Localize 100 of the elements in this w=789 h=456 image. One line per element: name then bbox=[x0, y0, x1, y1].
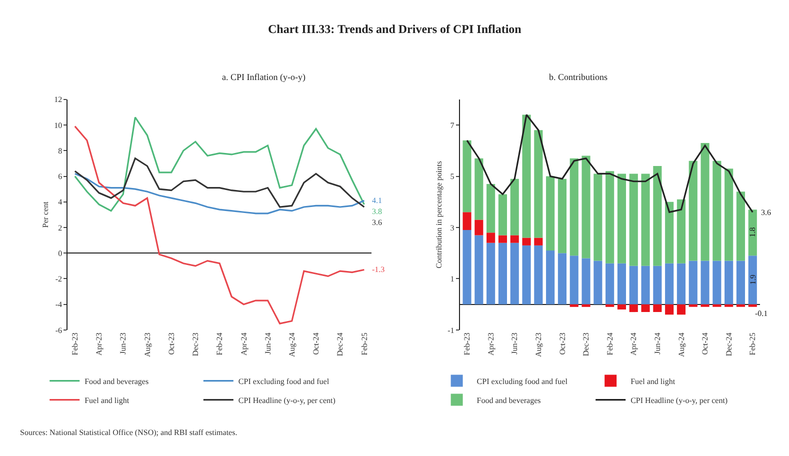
data-label: 1.9 bbox=[748, 274, 758, 285]
x-tick-label: Oct-23 bbox=[166, 332, 176, 355]
bar bbox=[629, 266, 638, 304]
x-tick-label: Feb-24 bbox=[215, 332, 224, 356]
legend-label: Food and beverages bbox=[84, 376, 149, 386]
y-tick-label: 5 bbox=[450, 172, 454, 182]
x-tick-label: Dec-24 bbox=[724, 332, 734, 356]
bar bbox=[594, 174, 602, 261]
data-label: -0.1 bbox=[755, 309, 768, 318]
bar bbox=[570, 304, 578, 307]
x-tick-label: Apr-23 bbox=[94, 332, 104, 356]
y-tick-label: 8 bbox=[58, 146, 62, 156]
y-tick-label: 2 bbox=[58, 223, 62, 232]
bar bbox=[606, 263, 614, 304]
bar bbox=[712, 260, 722, 304]
y-tick-label: 1 bbox=[450, 274, 454, 284]
y-tick-label: -2 bbox=[55, 274, 62, 284]
bar bbox=[558, 253, 566, 304]
x-tick-label: Oct-23 bbox=[558, 332, 567, 355]
bar bbox=[510, 178, 519, 236]
bar bbox=[676, 304, 686, 315]
line-series bbox=[74, 158, 365, 208]
bar bbox=[641, 266, 650, 304]
x-tick-label: Oct-24 bbox=[312, 332, 321, 355]
x-tick-label: Jun-24 bbox=[263, 332, 272, 354]
x-tick-label: Aug-24 bbox=[676, 332, 686, 358]
bar bbox=[665, 304, 674, 315]
bar bbox=[558, 178, 566, 254]
bar bbox=[653, 266, 662, 304]
chart-title: Chart III.33: Trends and Drivers of CPI Inflation bbox=[268, 22, 522, 36]
bar bbox=[546, 176, 555, 251]
bar bbox=[700, 260, 710, 304]
y-axis-title: Contribution in percentage points bbox=[434, 161, 444, 268]
bar bbox=[534, 245, 543, 304]
bar bbox=[474, 220, 484, 236]
y-tick-label: 10 bbox=[54, 120, 62, 130]
bar bbox=[498, 242, 507, 304]
bar bbox=[736, 260, 746, 304]
x-tick-label: Jun-23 bbox=[510, 332, 520, 354]
bar bbox=[498, 194, 507, 236]
bar bbox=[712, 160, 722, 261]
bar bbox=[641, 304, 650, 312]
bar bbox=[606, 171, 614, 264]
legend-label: CPI Headline (y-o-y, per cent) bbox=[238, 396, 336, 405]
y-tick-label: 4 bbox=[58, 198, 62, 207]
y-tick-label: 6 bbox=[58, 172, 62, 182]
data-label: 3.6 bbox=[372, 218, 382, 227]
bar bbox=[736, 192, 746, 261]
line-series bbox=[74, 172, 365, 214]
bar bbox=[676, 199, 686, 264]
x-tick-label: Aug-24 bbox=[287, 332, 296, 358]
legend-label: CPI Headline (y-o-y, per cent) bbox=[630, 396, 728, 405]
legend-label: Fuel and light bbox=[84, 396, 130, 405]
bar bbox=[688, 260, 698, 304]
bar bbox=[653, 304, 662, 312]
bar bbox=[510, 235, 519, 243]
data-label: 4.1 bbox=[372, 196, 382, 205]
bar bbox=[724, 168, 734, 261]
bar bbox=[629, 304, 638, 312]
x-tick-label: Apr-24 bbox=[239, 332, 248, 356]
legend-label: Food and beverages bbox=[476, 396, 541, 405]
x-tick-label: Oct-24 bbox=[700, 332, 710, 355]
y-tick-label: 0 bbox=[58, 248, 62, 258]
bar bbox=[522, 238, 531, 246]
bar bbox=[534, 238, 543, 246]
x-tick-label: Jun-23 bbox=[118, 332, 128, 354]
x-tick-label: Feb-23 bbox=[70, 332, 80, 356]
bar bbox=[462, 212, 472, 230]
bar bbox=[522, 245, 531, 304]
bar bbox=[570, 256, 578, 304]
y-tick-label: 3 bbox=[450, 223, 454, 232]
x-tick-label: Feb-25 bbox=[360, 332, 369, 356]
bar bbox=[486, 232, 496, 243]
bar bbox=[522, 114, 531, 238]
bar bbox=[724, 304, 734, 307]
bar bbox=[617, 174, 626, 264]
x-tick-label: Dec-24 bbox=[336, 332, 345, 356]
legend-label: Fuel and light bbox=[630, 376, 676, 386]
bar bbox=[688, 304, 698, 307]
bar bbox=[570, 158, 578, 256]
bar bbox=[665, 263, 674, 304]
x-tick-label: Dec-23 bbox=[582, 332, 591, 356]
line-series bbox=[466, 114, 754, 213]
bar bbox=[712, 304, 722, 307]
bar bbox=[498, 235, 507, 243]
bar bbox=[582, 156, 590, 258]
bar bbox=[748, 210, 757, 256]
bar bbox=[653, 166, 662, 266]
bar bbox=[606, 304, 614, 307]
y-tick-label: -4 bbox=[55, 300, 62, 310]
x-tick-label: Jun-24 bbox=[653, 332, 662, 354]
bar bbox=[617, 263, 626, 304]
bar bbox=[474, 235, 484, 304]
chart-subtitle: a. CPI Inflation (y-o-y) bbox=[222, 72, 306, 82]
data-label: 3.8 bbox=[372, 207, 382, 216]
bar bbox=[462, 140, 472, 212]
legend-label: CPI excluding food and fuel bbox=[238, 376, 330, 386]
bar bbox=[534, 130, 543, 238]
x-tick-label: Aug-23 bbox=[534, 332, 544, 358]
bar bbox=[474, 158, 484, 220]
